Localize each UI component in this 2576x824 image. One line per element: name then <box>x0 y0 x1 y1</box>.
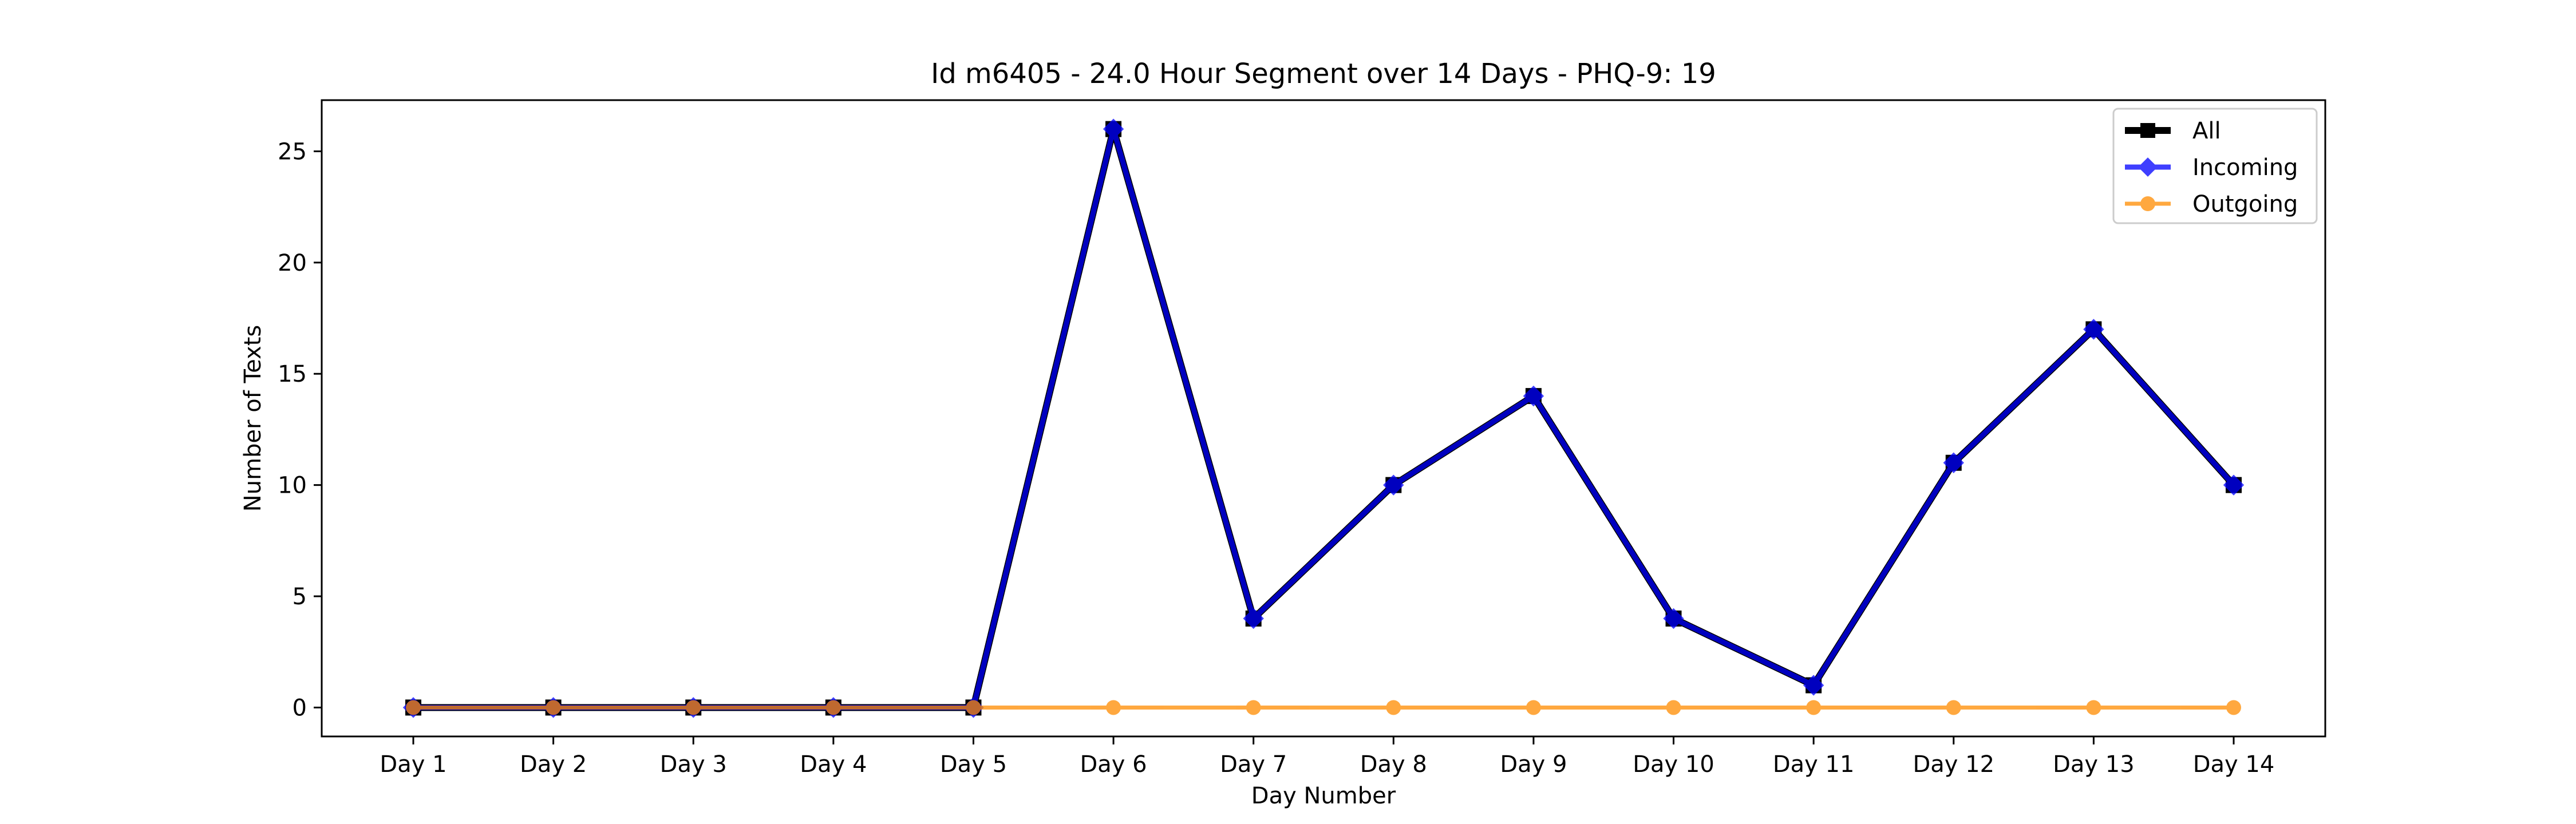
x-tick-label: Day 14 <box>2193 751 2275 778</box>
x-tick-label: Day 5 <box>940 751 1007 778</box>
data-point-outgoing <box>1946 700 1961 715</box>
plot-area <box>321 99 2326 738</box>
data-point-incoming <box>2223 474 2245 496</box>
data-point-outgoing <box>2086 700 2101 715</box>
y-tick-label: 15 <box>278 361 307 387</box>
plot-frame <box>321 99 2326 738</box>
legend: All Incoming Outgoing <box>2112 108 2318 224</box>
y-axis-ticks: 0 5 10 15 20 25 <box>278 138 322 721</box>
y-tick-label: 20 <box>278 250 307 276</box>
data-point-outgoing <box>1386 700 1401 715</box>
y-tick-label: 5 <box>293 584 307 610</box>
data-point-outgoing <box>546 700 561 715</box>
chart-title: Id m6405 - 24.0 Hour Segment over 14 Day… <box>931 58 1716 90</box>
x-tick-label: Day 7 <box>1220 751 1287 778</box>
legend-marker <box>2140 196 2155 211</box>
x-tick-label: Day 6 <box>1080 751 1147 778</box>
data-point-outgoing <box>406 700 421 715</box>
x-tick-label: Day 2 <box>520 751 587 778</box>
legend-marker <box>2138 157 2158 177</box>
series-line-incoming <box>413 126 2236 710</box>
series-layer <box>402 118 2245 718</box>
series-outgoing <box>406 700 2241 715</box>
data-point-outgoing <box>1106 700 1121 715</box>
data-point-outgoing <box>966 700 981 715</box>
x-tick-label: Day 11 <box>1773 751 1855 778</box>
y-tick-label: 10 <box>278 473 307 499</box>
y-tick-label: 0 <box>293 695 307 721</box>
data-point-incoming <box>2083 319 2104 340</box>
legend-entry-outgoing <box>2125 196 2171 211</box>
x-tick-label: Day 3 <box>660 751 727 778</box>
legend-entry-incoming <box>2125 157 2171 177</box>
legend-label: Incoming <box>2192 154 2298 181</box>
data-point-outgoing <box>1246 700 1261 715</box>
x-tick-label: Day 1 <box>380 751 447 778</box>
legend-entries: All Incoming Outgoing <box>2125 118 2298 217</box>
x-tick-label: Day 8 <box>1360 751 1427 778</box>
data-point-incoming <box>1243 608 1264 629</box>
data-point-outgoing <box>2226 700 2241 715</box>
y-axis-label: Number of Texts <box>240 325 266 512</box>
data-point-incoming <box>1943 452 1964 473</box>
data-point-incoming <box>1663 608 1684 629</box>
x-tick-label: Day 9 <box>1500 751 1567 778</box>
data-point-incoming <box>1523 385 1544 407</box>
data-point-incoming <box>1103 118 1124 140</box>
legend-label: Outgoing <box>2192 191 2298 217</box>
y-tick-label: 25 <box>278 138 307 165</box>
data-point-outgoing <box>1526 700 1541 715</box>
data-point-outgoing <box>1806 700 1822 715</box>
series-all <box>405 121 2242 716</box>
data-point-outgoing <box>1666 700 1681 715</box>
data-point-outgoing <box>825 700 841 715</box>
data-point-outgoing <box>686 700 701 715</box>
x-tick-label: Day 10 <box>1633 751 1714 778</box>
x-tick-label: Day 4 <box>800 751 867 778</box>
x-tick-label: Day 13 <box>2053 751 2135 778</box>
series-line-all <box>413 125 2237 711</box>
x-axis-label: Day Number <box>1251 783 1396 809</box>
legend-label: All <box>2192 118 2221 144</box>
x-tick-label: Day 12 <box>1913 751 1994 778</box>
data-point-incoming <box>1383 474 1404 496</box>
x-axis-ticks: Day 1 Day 2 Day 3 Day 4 Day 5 Day 6 Day 7 Day 8… <box>380 736 2274 778</box>
series-incoming <box>402 118 2245 718</box>
legend-marker <box>2140 123 2155 138</box>
legend-entry-all <box>2125 123 2171 138</box>
legend-frame <box>2112 108 2318 224</box>
data-point-incoming <box>1803 675 1824 696</box>
